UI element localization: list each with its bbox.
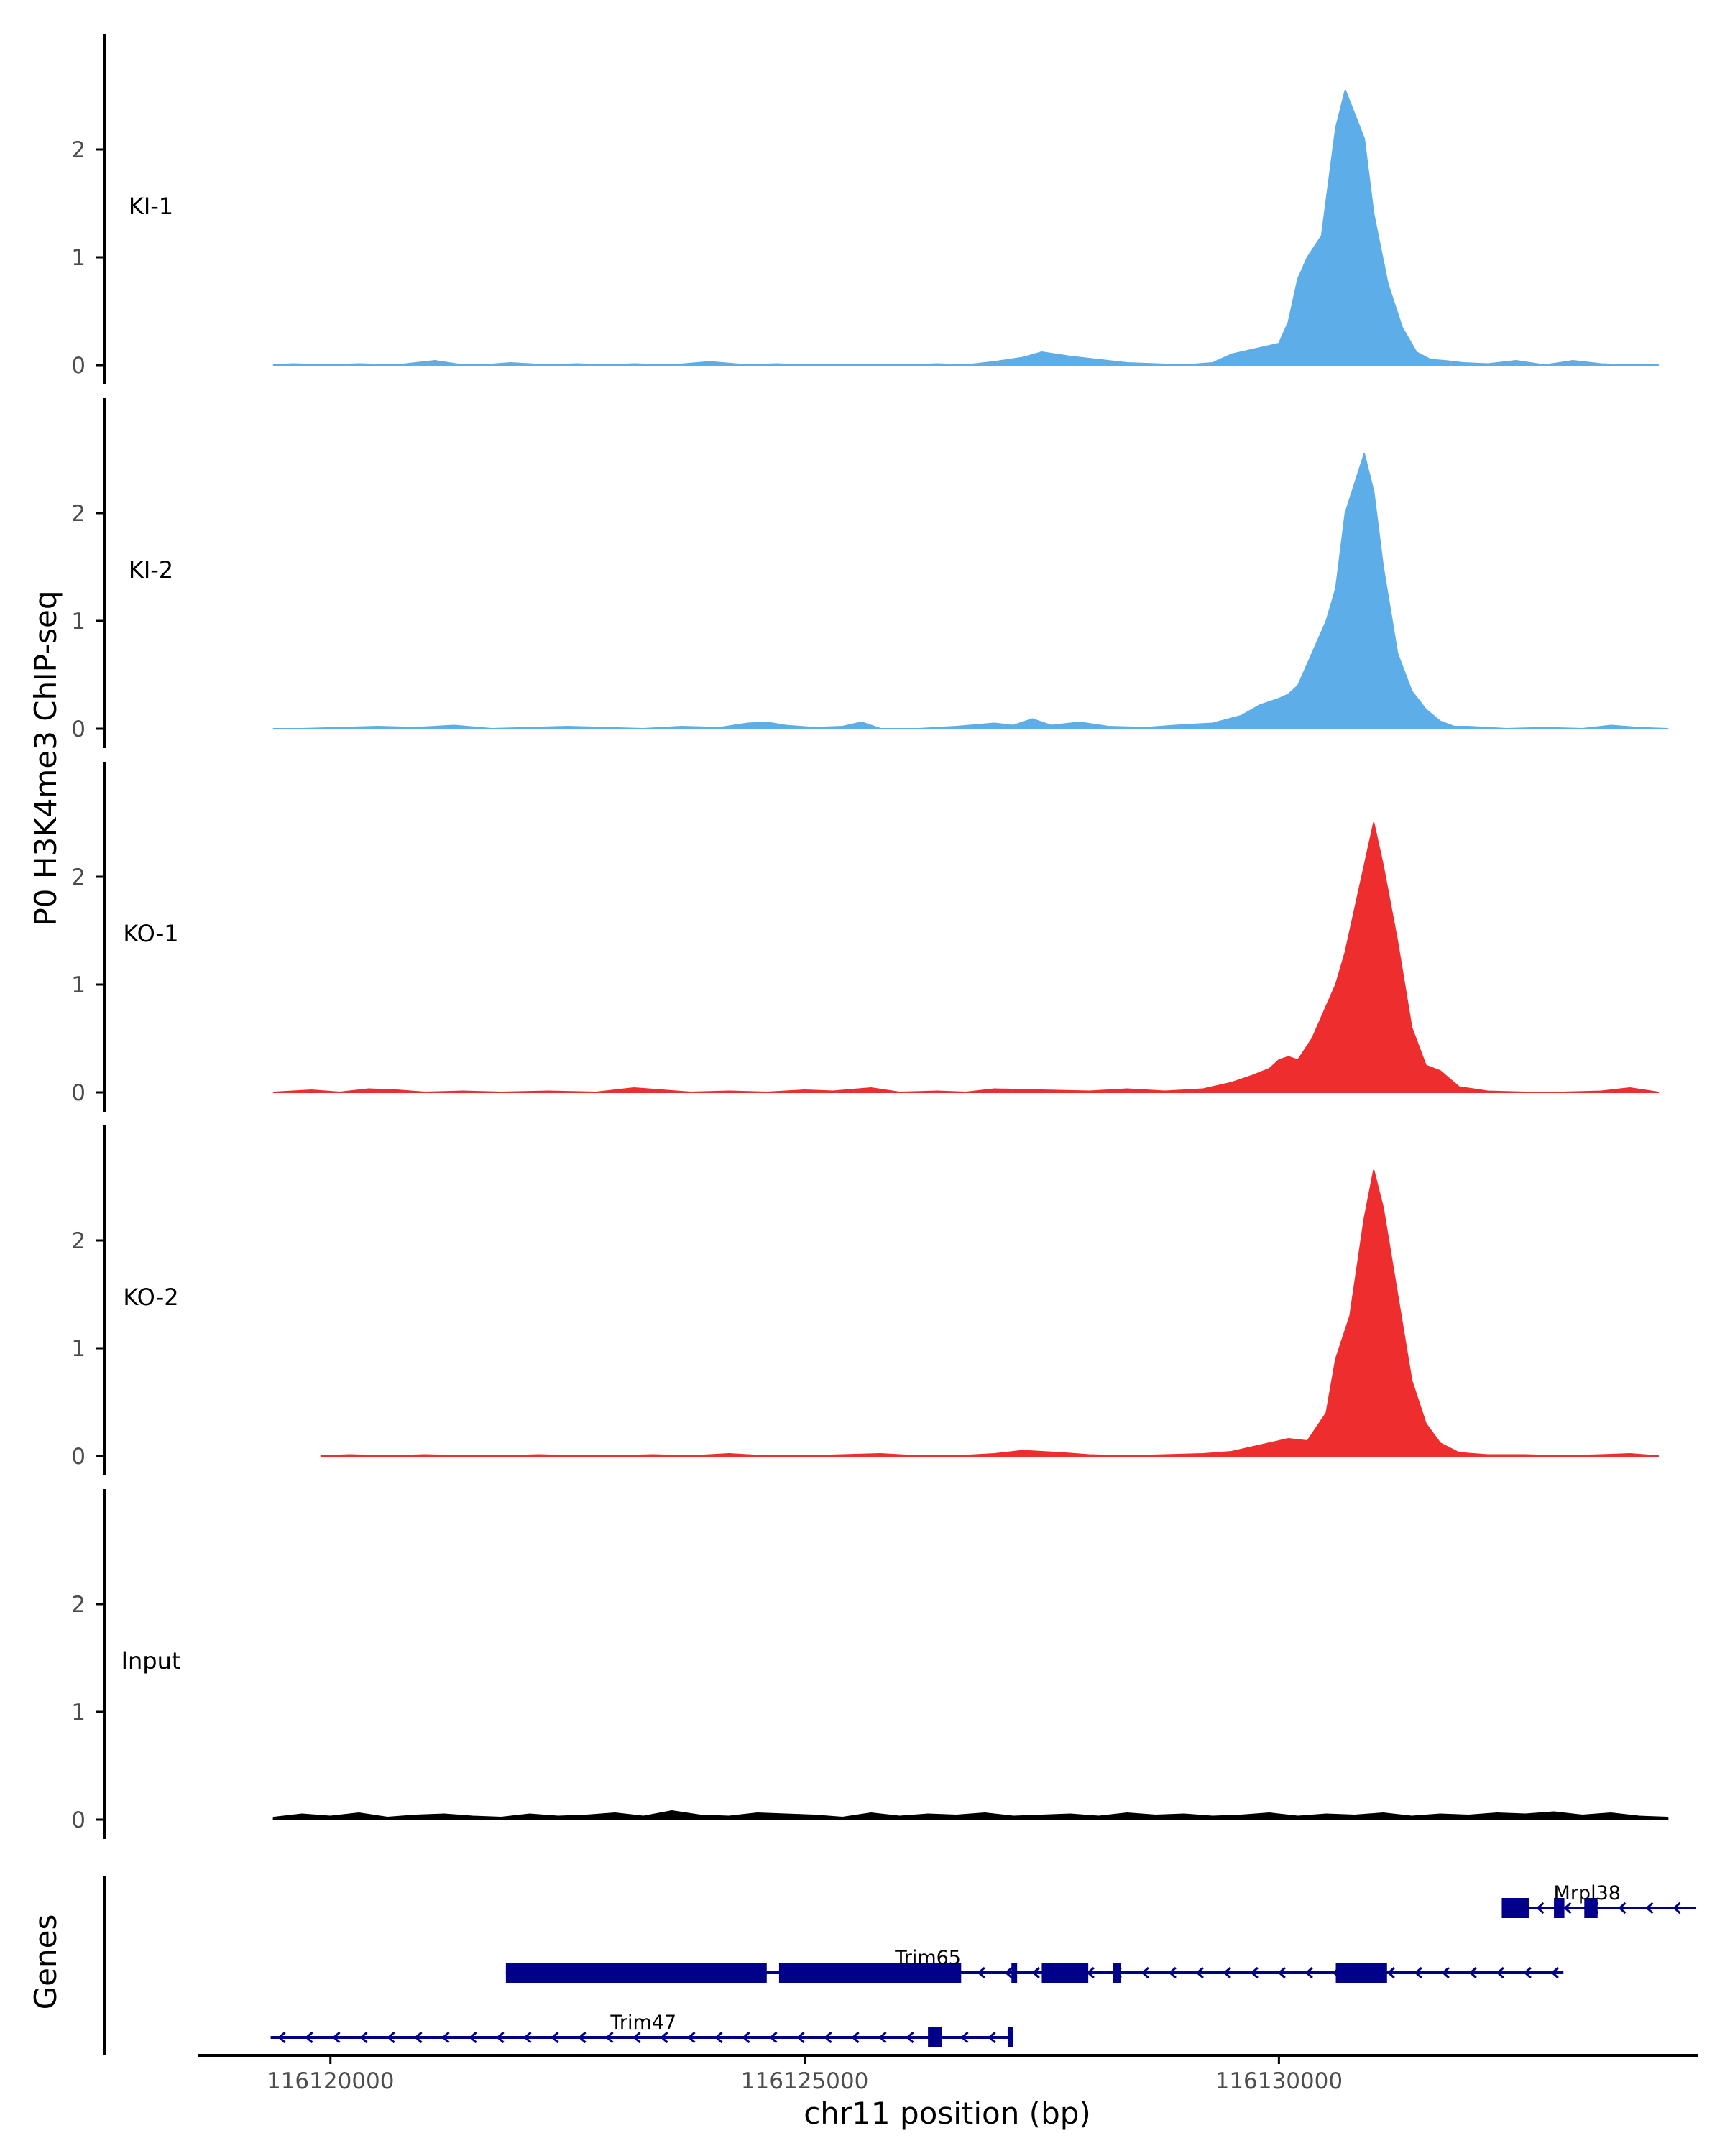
coverage-area (272, 453, 1669, 729)
gene-track: Mrpl38 Trim65 Trim47 (103, 1876, 1696, 2055)
exon (1501, 1898, 1530, 1918)
track-ki-2: 0 1 2 KI-2 (71, 398, 1669, 748)
gene-label: Mrpl38 (1554, 1882, 1621, 1904)
gene-label: Trim47 (610, 2012, 676, 2034)
exon (505, 1963, 767, 1983)
coverage-area (272, 89, 1660, 366)
gene-trim47: Trim47 (270, 2012, 1013, 2047)
y-tick-label: 0 (71, 1807, 86, 1833)
exon (778, 1963, 962, 1983)
track-ko-2: 0 1 2 KO-2 (71, 1125, 1660, 1475)
exon (1113, 1963, 1121, 1983)
x-axis: 116120000 116125000 116130000 (198, 2054, 1698, 2094)
exon (928, 2027, 942, 2047)
gene-mrpl38: Mrpl38 (1501, 1882, 1696, 1918)
track-label: Input (121, 1647, 181, 1674)
y-tick-label: 2 (71, 1592, 86, 1618)
track-label: KI-2 (129, 556, 173, 584)
track-label: KO-1 (123, 920, 178, 947)
x-tick-label: 116120000 (267, 2068, 395, 2094)
coverage-area (272, 822, 1660, 1093)
track-label: KO-2 (123, 1284, 178, 1311)
x-axis-title: chr11 position (bp) (804, 2096, 1091, 2131)
genes-axis-title: Genes (28, 1915, 63, 2010)
y-tick-label: 1 (71, 609, 86, 635)
gene-trim65: Trim65 (505, 1947, 1564, 1983)
y-tick-label: 0 (71, 353, 86, 379)
exon (1011, 1963, 1018, 1983)
track-label: KI-1 (129, 193, 173, 220)
y-tick-label: 1 (71, 972, 86, 998)
y-tick-label: 2 (71, 865, 86, 890)
y-tick-label: 1 (71, 1700, 86, 1726)
track-ki-1: 0 1 2 KI-1 (71, 34, 1660, 384)
y-tick-label: 0 (71, 717, 86, 742)
gene-label: Trim65 (894, 1947, 961, 1969)
coverage-area (320, 1169, 1660, 1457)
y-tick-label: 2 (71, 501, 86, 527)
exon (1584, 1898, 1598, 1918)
coverage-area (272, 1810, 1669, 1820)
exon (1041, 1963, 1089, 1983)
track-ko-1: 0 1 2 KO-1 (71, 762, 1660, 1112)
x-tick-label: 116130000 (1215, 2068, 1343, 2094)
exon (1335, 1963, 1387, 1983)
y-tick-label: 2 (71, 137, 86, 163)
y-tick-label: 0 (71, 1080, 86, 1106)
x-tick-label: 116125000 (741, 2068, 869, 2094)
track-input: 0 1 2 Input (71, 1489, 1669, 1839)
y-tick-label: 1 (71, 245, 86, 271)
exon (1007, 2027, 1013, 2047)
exon (1554, 1898, 1565, 1918)
y-tick-label: 0 (71, 1444, 86, 1470)
y-tick-label: 2 (71, 1228, 86, 1254)
y-axis-title: P0 H3K4me3 ChIP-seq (28, 590, 63, 926)
coverage-tracks: 0 1 2 KI-1 0 1 2 KI-2 0 1 2 KO-1 0 1 2 KO-2 0 1 2 Input (71, 34, 1669, 1839)
y-tick-label: 1 (71, 1336, 86, 1362)
